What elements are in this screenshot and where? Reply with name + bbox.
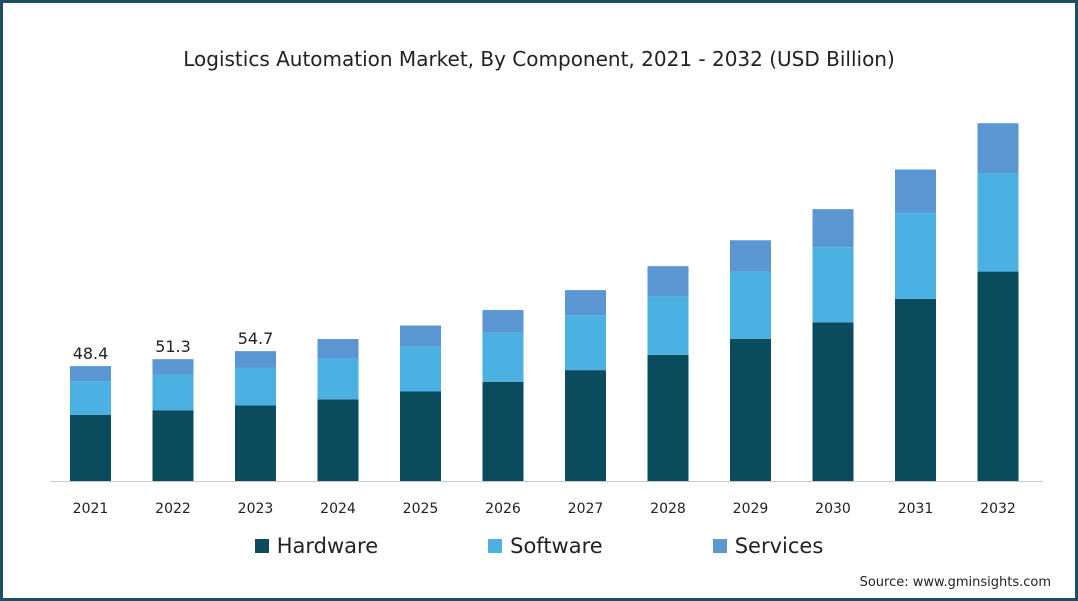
legend-label-hardware: Hardware [276,534,379,558]
bar-hardware-2026 [482,381,524,481]
legend: Hardware Software Services [3,534,1075,558]
bar-software-2032 [977,173,1019,272]
bar-services-2032 [977,123,1019,174]
bar-hardware-2021 [70,414,111,481]
bar-software-2024 [317,358,359,400]
bar-services-2026 [482,310,524,333]
x-tick-2029: 2029 [733,501,769,517]
bar-software-2022 [152,374,194,411]
bar-software-2023 [235,367,276,406]
x-tick-2027: 2027 [568,501,604,517]
x-tick-2032: 2032 [980,501,1016,517]
x-tick-2024: 2024 [320,501,356,517]
bar-hardware-2027 [565,370,606,481]
bar-software-2021 [70,381,111,415]
bar-services-2027 [565,290,606,316]
bar-software-2026 [482,332,524,382]
bar-software-2025 [400,346,441,392]
x-tick-2030: 2030 [815,501,851,517]
bar-hardware-2022 [152,410,194,481]
chart-title: Logistics Automation Market, By Componen… [183,47,895,71]
legend-item-hardware: Hardware [254,534,379,558]
bar-software-2030 [812,247,854,323]
bar-services-2029 [730,240,771,272]
bar-software-2031 [895,212,936,299]
legend-label-services: Services [734,534,824,558]
source-note: Source: www.gminsights.com [859,575,1051,590]
bar-services-2030 [812,209,854,248]
bar-services-2025 [400,325,441,347]
legend-label-software: Software [510,534,603,558]
bar-services-2031 [895,169,936,213]
bar-services-2022 [152,359,194,375]
total-label-2021: 48.4 [73,344,109,363]
bar-software-2027 [565,315,606,371]
legend-swatch-hardware [254,539,269,553]
x-tick-2028: 2028 [650,501,686,517]
bar-services-2021 [70,366,111,382]
x-tick-2021: 2021 [73,501,109,517]
x-tick-2025: 2025 [403,501,439,517]
bar-software-2029 [730,271,771,339]
legend-item-software: Software [488,534,603,558]
bar-hardware-2025 [400,391,441,481]
legend-swatch-services [712,539,727,553]
bar-services-2024 [317,339,359,359]
bar-hardware-2024 [317,399,359,481]
total-label-2022: 51.3 [155,337,191,356]
legend-swatch-software [488,539,503,553]
legend-item-services: Services [712,534,824,558]
bar-hardware-2030 [812,322,854,481]
bar-software-2028 [647,296,689,355]
bar-hardware-2031 [895,298,936,481]
bar-hardware-2028 [647,354,689,481]
bar-services-2023 [235,351,276,368]
bar-hardware-2023 [235,405,276,481]
x-tick-2022: 2022 [155,501,191,517]
bar-hardware-2032 [977,271,1019,481]
bar-services-2028 [647,266,689,297]
x-tick-2023: 2023 [238,501,274,517]
bar-chart: 48.4 2021 51.3 2022 54.7 2023 2024 2025 2026 2027… [51,123,1043,517]
x-tick-2026: 2026 [485,501,521,517]
bar-hardware-2029 [730,338,771,481]
total-label-2023: 54.7 [238,329,274,348]
x-tick-2031: 2031 [898,501,934,517]
